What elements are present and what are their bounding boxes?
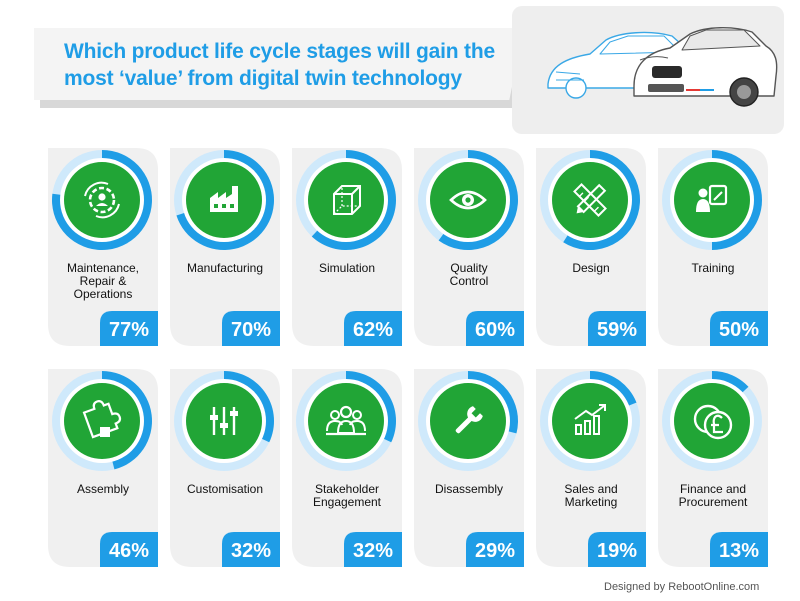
stage-label: Design: [535, 262, 647, 275]
stage-label: Finance and Procurement: [657, 483, 769, 509]
icon-disc: [64, 383, 140, 459]
icon-disc: [308, 162, 384, 238]
value-box: [344, 311, 402, 346]
value-label: 29%: [475, 540, 515, 562]
value-label: 46%: [109, 540, 149, 562]
value-box: [588, 532, 646, 567]
value-label: 13%: [719, 540, 759, 562]
value-label: 59%: [597, 319, 637, 341]
stage-label: Maintenance, Repair & Operations: [47, 262, 159, 301]
stage-label-line: Training: [691, 261, 735, 275]
stage-card: 50%: [658, 148, 768, 346]
value-label: 32%: [231, 540, 271, 562]
wrench-icon: [455, 406, 483, 434]
stage-label-line: Engagement: [312, 495, 382, 509]
value-box: [222, 311, 280, 346]
icon-disc: [552, 162, 628, 238]
stage-label: Manufacturing: [169, 262, 281, 275]
stage-label-line: Simulation: [318, 261, 376, 275]
value-box: [344, 532, 402, 567]
factory-icon: [210, 186, 238, 212]
cube-icon: [333, 185, 361, 215]
stage-label-line: Control: [449, 274, 489, 288]
designer-credit: Designed by RebootOnline.com: [604, 581, 760, 593]
value-box: [588, 311, 646, 346]
value-label: 60%: [475, 319, 515, 341]
stage-card: 32%: [292, 369, 402, 567]
stage-label-line: Operations: [73, 287, 133, 301]
value-box: [466, 532, 524, 567]
puzzle-icon: [82, 400, 122, 439]
stage-card: 13%: [658, 369, 768, 567]
stage-label-line: Quality: [450, 261, 488, 275]
stage-label-line: Customisation: [186, 482, 264, 496]
stage-label: Customisation: [169, 483, 281, 496]
stage-label-line: Sales and: [564, 482, 618, 496]
stage-label-line: Disassembly: [434, 482, 503, 496]
value-box: [100, 532, 158, 567]
stage-label: Sales and Marketing: [535, 483, 647, 509]
stage-label: Disassembly: [413, 483, 525, 496]
stage-label: Quality Control: [413, 262, 525, 288]
stage-label: Stakeholder Engagement: [291, 483, 403, 509]
value-box: [710, 532, 768, 567]
stage-label-line: Procurement: [678, 495, 748, 509]
title-banner: [34, 28, 524, 100]
value-box: [100, 311, 158, 346]
stage-card: 62%: [292, 148, 402, 346]
value-box: [222, 532, 280, 567]
sliders-icon: [210, 407, 238, 435]
presentation-icon: [696, 184, 728, 212]
team-icon: [326, 405, 366, 436]
value-label: 50%: [719, 319, 759, 341]
value-box: [710, 311, 768, 346]
stage-card: 59%: [536, 148, 646, 346]
page-title: Which product life cycle stages will gai…: [64, 40, 495, 90]
gear-person-icon: [84, 181, 120, 219]
stage-label-line: Marketing: [564, 495, 618, 509]
stage-label-line: Maintenance,: [66, 261, 140, 275]
stage-card: 60%: [414, 148, 524, 346]
value-label: 32%: [353, 540, 393, 562]
stage-label-line: Finance and: [679, 482, 747, 496]
icon-disc: [674, 162, 750, 238]
stage-label: Training: [657, 262, 769, 275]
stage-label-line: Design: [572, 261, 610, 275]
stage-label: Assembly: [47, 483, 159, 496]
value-box: [466, 311, 524, 346]
car-illustration: [547, 27, 778, 107]
growth-chart-icon: [574, 404, 606, 435]
stage-label-line: Assembly: [76, 482, 129, 496]
pound-icon: [693, 404, 733, 440]
stage-label-line: Manufacturing: [186, 261, 264, 275]
value-label: 62%: [353, 319, 393, 341]
pencil-ruler-icon: [573, 183, 607, 217]
stage-card: 70%: [170, 148, 280, 346]
value-label: 77%: [109, 319, 149, 341]
stage-label-line: Repair &: [79, 274, 127, 288]
stage-card: 29%: [414, 369, 524, 567]
stage-label-line: Stakeholder: [314, 482, 380, 496]
stage-card: 32%: [170, 369, 280, 567]
stage-card: 46%: [48, 369, 158, 567]
value-label: 19%: [597, 540, 637, 562]
stage-label: Simulation: [291, 262, 403, 275]
eye-icon: [449, 190, 487, 210]
stage-card: 77%: [48, 148, 158, 346]
stage-card: 19%: [536, 369, 646, 567]
value-label: 70%: [231, 319, 271, 341]
